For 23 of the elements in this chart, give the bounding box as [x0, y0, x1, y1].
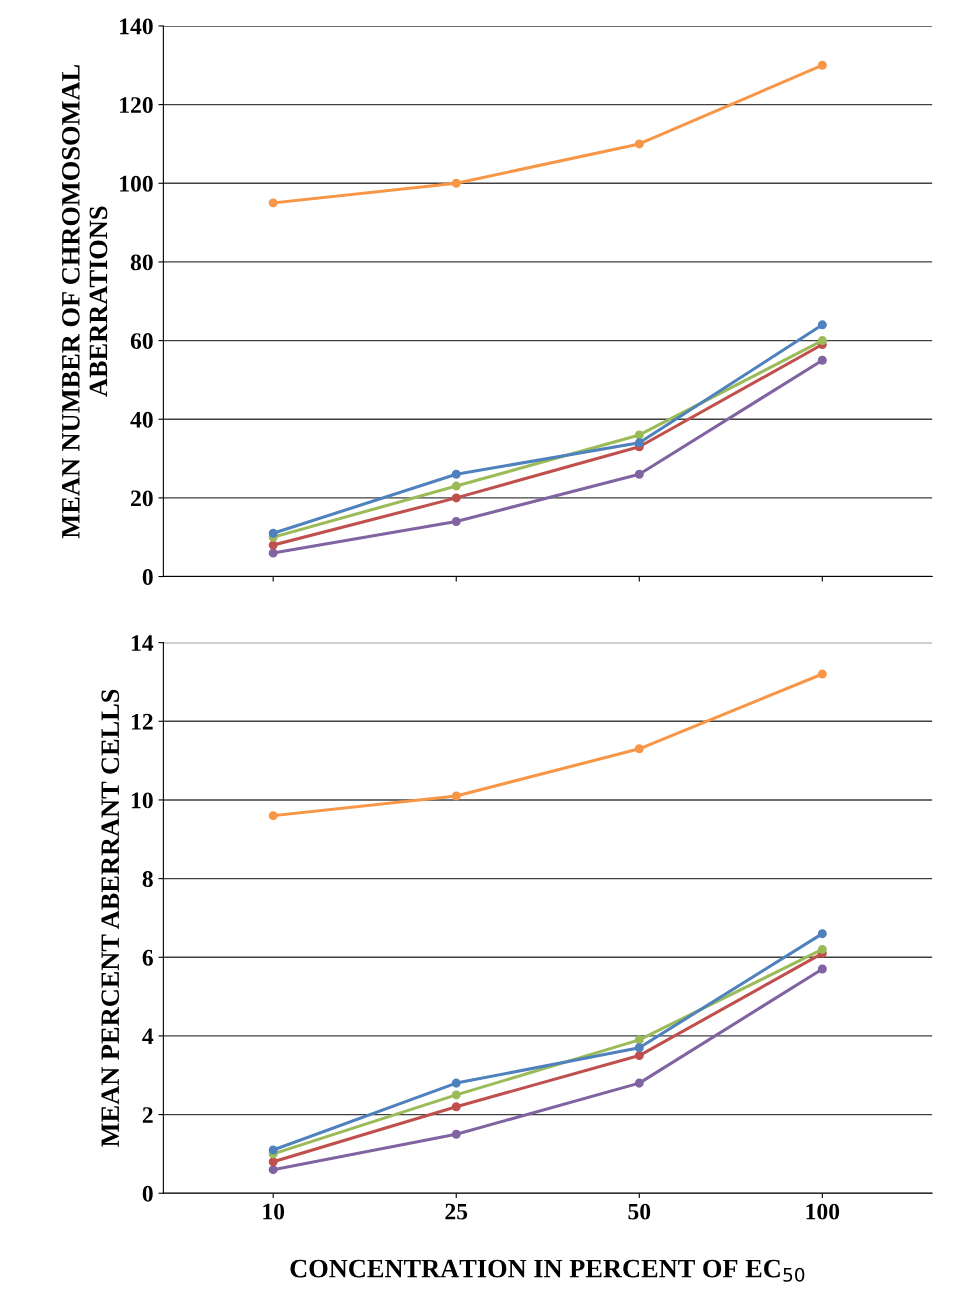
y-tick-label: 8 [142, 871, 153, 888]
y-tick-label: 10 [131, 792, 153, 809]
y-tick-label: 14 [131, 635, 154, 651]
y-tick-label: 140 [120, 18, 153, 35]
y-tick-label: 2 [142, 1107, 153, 1123]
y-axis-title: MEAN NUMBER OF CHROMOSOMAL ABERRATIONS [61, 65, 108, 539]
y-tick-label: 0 [142, 569, 153, 585]
y-tick-label: 6 [142, 949, 153, 966]
y-tick-label: 40 [130, 411, 153, 428]
x-tick-label: 50 [628, 1203, 651, 1220]
y-tick-label: 0 [142, 1185, 153, 1202]
y-tick-label: 120 [120, 97, 153, 114]
y-tick-label: 60 [130, 333, 153, 349]
y-tick-label: 80 [130, 254, 153, 271]
y-tick-label: 20 [131, 490, 153, 507]
y-axis-title: MEAN PERCENT ABERRANT CELLS [101, 689, 120, 1147]
y-tick-label: 4 [142, 1028, 154, 1045]
x-tick-label: 25 [445, 1203, 468, 1220]
x-tick-label: 100 [806, 1203, 840, 1220]
x-axis-title: CONCENTRATION IN PERCENT OF EC$_{50}$ [290, 1259, 805, 1282]
y-tick-label: 12 [131, 713, 153, 730]
x-tick-label: 10 [263, 1203, 285, 1220]
y-tick-label: 100 [120, 175, 153, 192]
